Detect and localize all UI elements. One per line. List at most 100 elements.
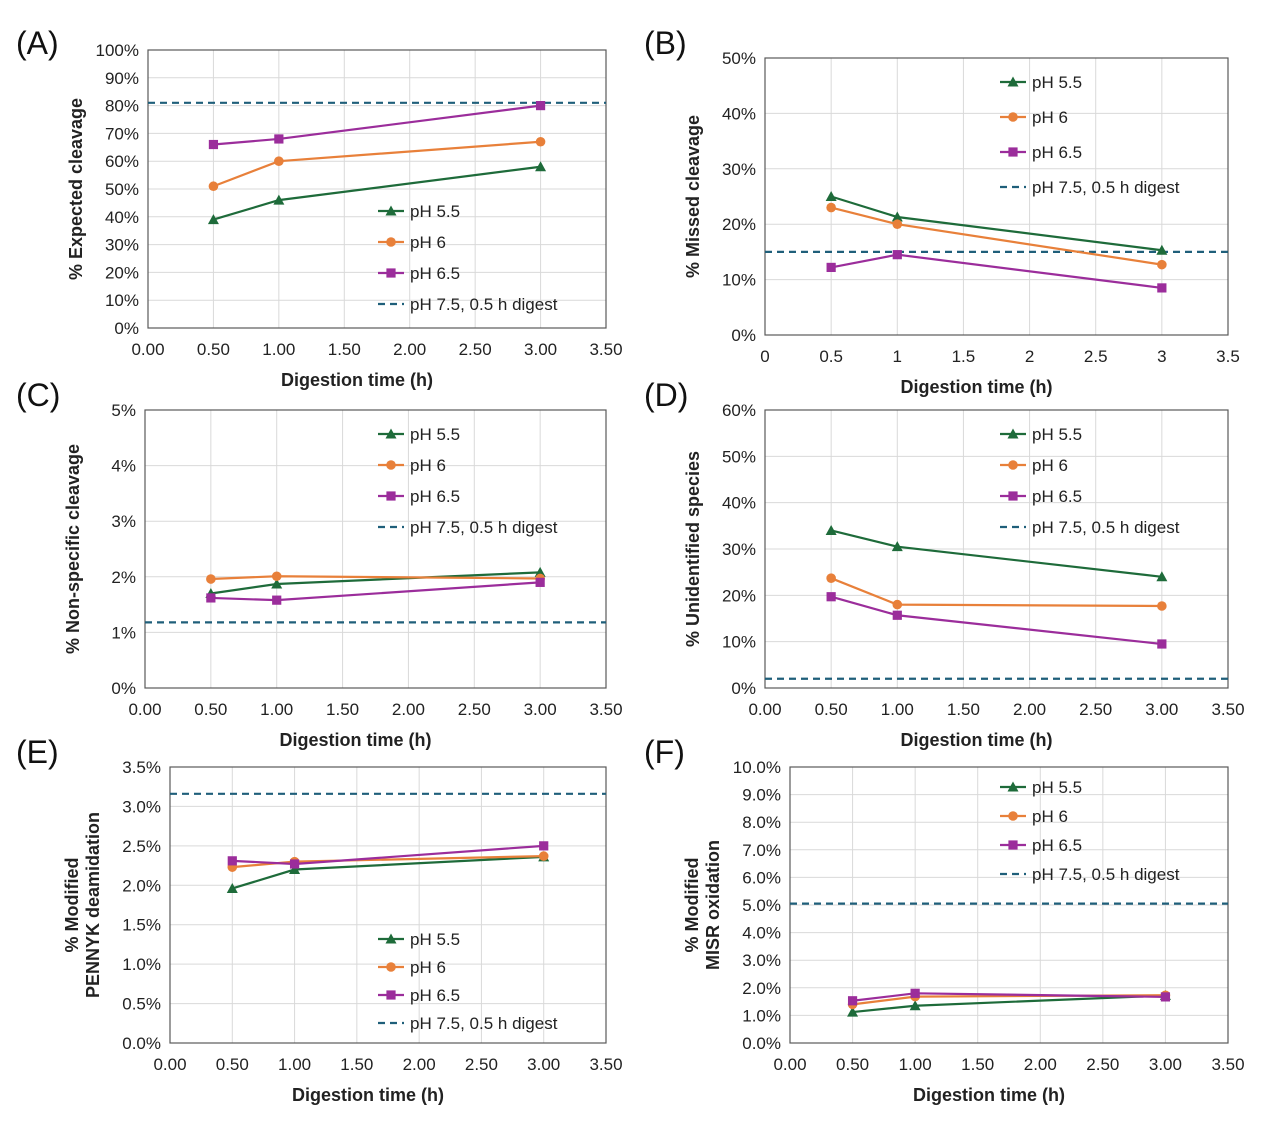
legend-label: pH 5.5 [410,930,460,949]
legend-label: pH 7.5, 0.5 h digest [1032,518,1180,537]
data-point [272,595,282,605]
legend-marker [1008,460,1018,470]
data-point [1160,992,1171,1002]
y-tick-label: 4% [111,457,136,476]
series-line-2 [232,844,544,866]
plot-frame [764,409,1229,689]
x-tick-label: 0.50 [194,700,227,719]
legend-label: pH 7.5, 0.5 h digest [410,295,558,314]
y-tick-label: 20% [105,263,139,282]
data-point [227,856,237,866]
data-point [534,566,546,577]
legend-marker [385,428,397,439]
x-axis-title: Digestion time (h) [901,377,1053,397]
legend-marker [386,460,396,470]
data-point [825,191,837,201]
panel-label: (D) [644,377,688,413]
data-point [826,592,836,602]
y-tick-label: 2% [111,568,136,587]
legend-marker [1007,76,1019,87]
x-tick-label: 1.00 [260,700,293,719]
plot-frame [144,409,607,689]
data-point [274,134,284,144]
x-axis-title: Digestion time (h) [901,730,1053,750]
legend-label: pH 5.5 [1032,425,1082,444]
x-tick-label: 0.50 [836,1055,869,1074]
x-tick-label: 3 [1157,347,1166,366]
legend-marker [386,962,396,972]
legend-label: pH 7.5, 0.5 h digest [1032,178,1180,197]
x-tick-label: 3.00 [1149,1055,1182,1074]
y-tick-label: 1.0% [742,1006,781,1025]
x-tick-label: 2.00 [393,340,426,359]
y-tick-label: 40% [722,494,756,513]
legend-marker [1007,781,1019,792]
legend-marker [1007,428,1019,439]
plot-frame [169,766,607,1044]
data-point [1157,259,1167,270]
x-tick-label: 2.50 [1086,1055,1119,1074]
y-tick-label: 3.5% [122,758,161,777]
legend-marker [386,268,396,278]
y-tick-label: 0% [114,319,139,338]
x-tick-label: 3.00 [524,700,557,719]
y-tick-label: 4.0% [742,924,781,943]
y-tick-label: 10% [105,291,139,310]
y-tick-label: 20% [722,215,756,234]
series-line-1 [213,140,541,188]
legend-label: pH 6 [410,958,446,977]
data-point [826,262,836,273]
x-tick-label: 1.5 [952,347,976,366]
x-axis-title: Digestion time (h) [913,1085,1065,1105]
legend-marker [386,990,396,1000]
data-point [206,593,216,603]
y-tick-label: 6.0% [742,868,781,887]
legend-label: pH 7.5, 0.5 h digest [1032,865,1180,884]
legend-marker [386,491,396,501]
x-tick-label: 1.50 [961,1055,994,1074]
data-point [289,859,300,869]
panel-label: (B) [644,25,687,61]
data-point [892,250,902,260]
y-tick-label: 10.0% [733,758,781,777]
y-tick-label: 60% [105,152,139,171]
legend-label: pH 6.5 [1032,143,1082,162]
legend-label: pH 5.5 [410,425,460,444]
data-point [909,1000,921,1011]
data-point [825,524,837,535]
data-point [1156,571,1168,582]
chart-panel-0: 0.00 0.50 1.00 1.50 2.00 2.50 3.00 3.50 0% 10% 20%… [16,25,623,390]
x-axis-title: Digestion time (h) [292,1085,444,1105]
series-line-2 [830,595,1162,646]
y-tick-label: 30% [105,236,139,255]
legend: pH 5.5 pH 6 pH 6.5 pH 7.5, 0.5 h digest [378,425,558,537]
x-tick-label: 2.00 [392,700,425,719]
y-tick-label: 40% [105,208,139,227]
data-point [892,610,902,620]
y-tick-label: 1% [111,623,136,642]
legend-marker [386,237,396,247]
y-tick-label: 100% [96,41,139,60]
data-point [206,574,216,584]
legend-label: pH 6 [1032,456,1068,475]
plot-frame [789,766,1229,1044]
y-tick-label: 40% [722,104,756,123]
x-tick-label: 3.00 [1145,700,1178,719]
y-tick-label: 3.0% [742,951,781,970]
legend: pH 5.5 pH 6 pH 6.5 pH 7.5, 0.5 h digest [378,930,558,1033]
data-point [847,996,858,1006]
x-tick-label: 1.00 [899,1055,932,1074]
data-point [1157,639,1167,649]
chart-panel-3: 0.00 0.50 1.00 1.50 2.00 2.50 3.00 3.50 0% 10% 20%… [644,377,1245,750]
x-tick-label: 0 [760,347,769,366]
y-tick-label: 0.5% [122,995,161,1014]
x-tick-label: 0.5 [819,347,843,366]
x-tick-label: 2.00 [1024,1055,1057,1074]
legend-marker [1008,112,1018,122]
data-point [1157,601,1167,611]
series-line-0 [830,195,1162,252]
data-point [208,139,219,150]
y-tick-label: 3% [111,512,136,531]
y-axis-title: % Unidentified species [683,451,703,647]
